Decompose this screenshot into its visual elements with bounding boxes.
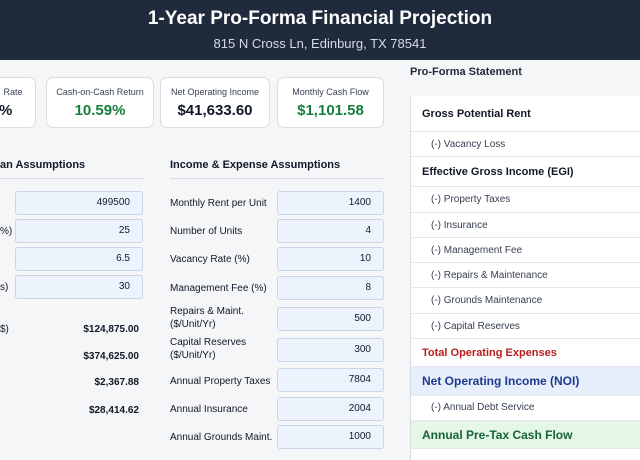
divider [170, 178, 384, 179]
total-operating-expenses-row: Total Operating Expenses [411, 339, 640, 367]
rent-input[interactable]: 1400 [277, 191, 384, 215]
capital-reserves-label: Capital Reserves ($/Unit/Yr) [170, 337, 247, 361]
repairs-maintenance-row: (-) Repairs & Maintenance [411, 263, 640, 288]
loan-term-input[interactable]: 30 [15, 275, 143, 299]
grounds-maint-label: Annual Grounds Maint. [170, 432, 273, 443]
repairs-label: Repairs & Maint. ($/Unit/Yr) [170, 306, 244, 330]
insurance-label: Annual Insurance [170, 404, 248, 415]
units-label: Number of Units [170, 226, 243, 237]
field-label: s) [0, 282, 9, 293]
capital-reserves-row: (-) Capital Reserves [411, 314, 640, 339]
management-fee-row: (-) Management Fee [411, 238, 640, 263]
vacancy-input[interactable]: 10 [277, 247, 384, 271]
annual-cash-flow-row: Annual Pre-Tax Cash Flow [411, 421, 640, 449]
proforma-title: Pro-Forma Statement [410, 66, 522, 78]
property-taxes-label: Annual Property Taxes [170, 376, 271, 387]
loan-assumptions-title: an Assumptions [0, 159, 86, 171]
repairs-input[interactable]: 500 [277, 307, 384, 331]
monthly-payment: $2,367.88 [94, 377, 140, 388]
purchase-price-input[interactable]: 499500 [15, 191, 143, 215]
metric-card-cash-on-cash: Cash-on-Cash Return 10.59% [46, 77, 154, 128]
units-input[interactable]: 4 [277, 219, 384, 243]
down-payment-input[interactable]: 25 [15, 219, 143, 243]
metric-value: $1,101.58 [297, 102, 364, 119]
metric-card-monthly-cash-flow: Monthly Cash Flow $1,101.58 [277, 77, 384, 128]
grounds-maint-input[interactable]: 1000 [277, 425, 384, 449]
insurance-row: (-) Insurance [411, 213, 640, 238]
capital-reserves-input[interactable]: 300 [277, 338, 384, 362]
vacancy-loss-row: (-) Vacancy Loss [411, 132, 640, 157]
page-header: 1-Year Pro-Forma Financial Projection 81… [0, 0, 640, 60]
insurance-input[interactable]: 2004 [277, 397, 384, 421]
metric-label: Cash-on-Cash Return [56, 87, 144, 97]
metric-label: Net Operating Income [170, 87, 260, 97]
loan-amount: $374,625.00 [83, 351, 139, 362]
management-fee-input[interactable]: 8 [277, 276, 384, 300]
page-title: 1-Year Pro-Forma Financial Projection [147, 8, 493, 29]
interest-rate-input[interactable]: 6.5 [15, 247, 143, 271]
noi-row: Net Operating Income (NOI) [411, 367, 640, 396]
metric-card-rate: Rate % [0, 77, 36, 128]
management-fee-label: Management Fee (%) [170, 283, 267, 294]
proforma-panel: Gross Potential Rent (-) Vacancy Loss Ef… [410, 96, 640, 460]
divider [0, 178, 145, 179]
annual-debt-service-row: (-) Annual Debt Service [411, 396, 640, 421]
property-address: 815 N Cross Ln, Edinburg, TX 78541 [213, 36, 427, 51]
metric-value: % [0, 102, 13, 119]
property-taxes-row: (-) Property Taxes [411, 187, 640, 213]
metric-value: $41,633.60 [177, 102, 253, 119]
income-expense-title: Income & Expense Assumptions [170, 159, 341, 171]
metric-value: 10.59% [74, 102, 126, 119]
vacancy-label: Vacancy Rate (%) [170, 254, 250, 265]
metric-label: Monthly Cash Flow [292, 87, 369, 97]
property-taxes-input[interactable]: 7804 [277, 368, 384, 392]
grounds-maintenance-row: (-) Grounds Maintenance [411, 288, 640, 314]
rent-label: Monthly Rent per Unit [170, 198, 267, 209]
field-label: $) [0, 324, 9, 335]
field-label: %) [0, 226, 13, 237]
metric-card-noi: Net Operating Income $41,633.60 [160, 77, 270, 128]
egi-row: Effective Gross Income (EGI) [411, 157, 640, 187]
down-payment-amount: $124,875.00 [83, 324, 139, 335]
gross-potential-rent-row: Gross Potential Rent [411, 96, 640, 132]
metric-label: Rate [3, 87, 23, 97]
annual-debt-service: $28,414.62 [88, 405, 139, 416]
